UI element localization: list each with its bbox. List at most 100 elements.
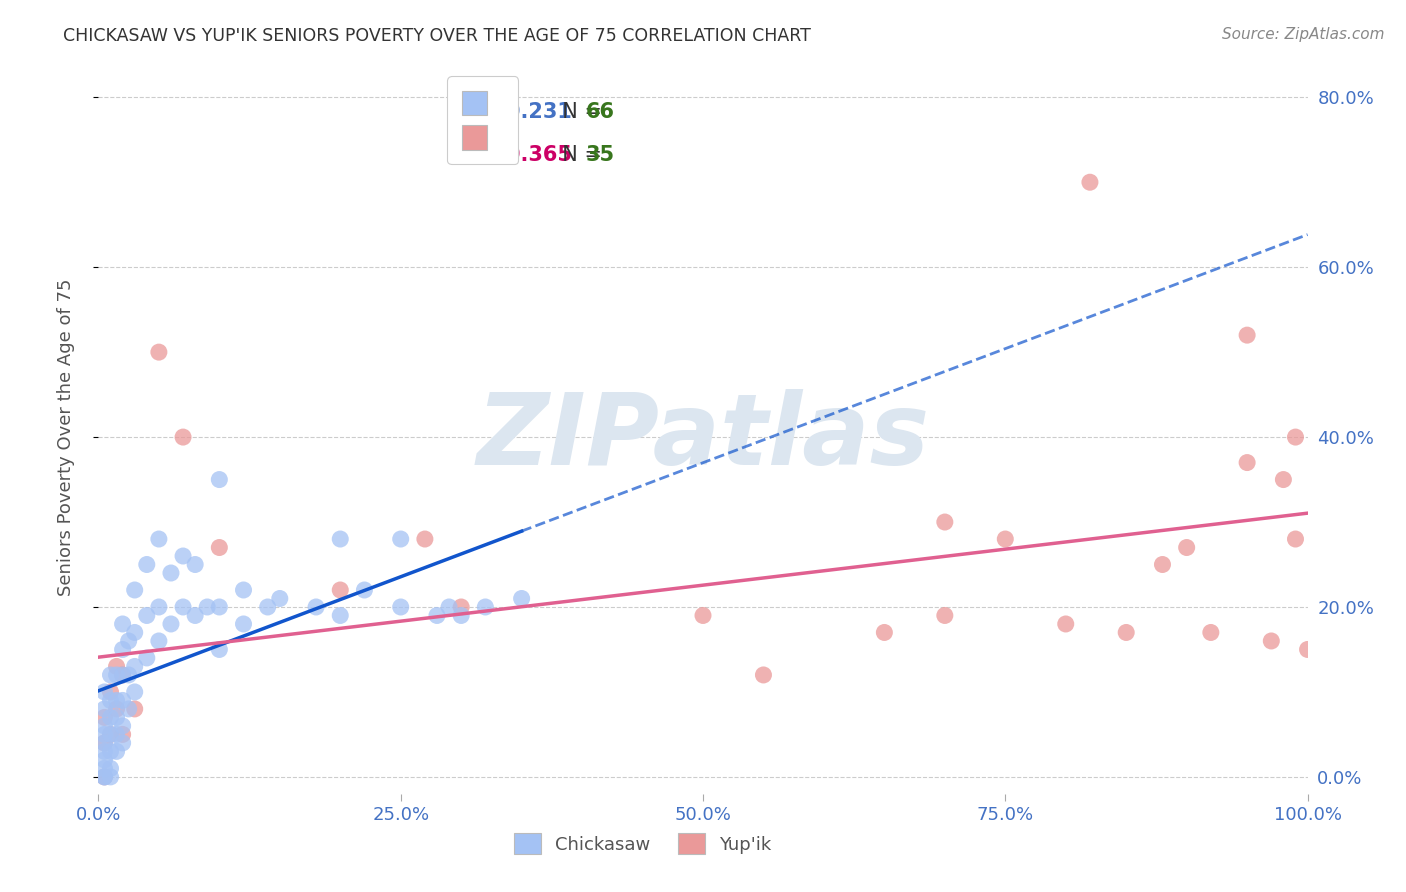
Point [1115, 625, 1137, 640]
Point [105, 693, 128, 707]
Point [208, 642, 231, 657]
Point [93, 770, 115, 784]
Point [105, 710, 128, 724]
Point [172, 549, 194, 563]
Point [934, 515, 956, 529]
Point [118, 634, 141, 648]
Point [124, 659, 146, 673]
Point [93, 702, 115, 716]
Point [100, 727, 122, 741]
Point [118, 702, 141, 716]
Point [100, 685, 122, 699]
Point [93, 770, 115, 784]
Point [195, 599, 218, 614]
Point [93, 719, 115, 733]
Point [208, 541, 231, 555]
Point [111, 727, 134, 741]
Point [93, 736, 115, 750]
Point [1296, 642, 1319, 657]
Point [305, 599, 328, 614]
Point [232, 582, 254, 597]
Point [135, 608, 157, 623]
Point [118, 668, 141, 682]
Point [93, 770, 115, 784]
Point [100, 761, 122, 775]
Point [111, 642, 134, 657]
Point [148, 599, 170, 614]
Point [1236, 456, 1258, 470]
Text: ZIPatlas: ZIPatlas [477, 389, 929, 485]
Text: R =: R = [467, 145, 512, 165]
Point [208, 599, 231, 614]
Point [93, 753, 115, 767]
Point [474, 599, 496, 614]
Point [208, 473, 231, 487]
Y-axis label: Seniors Poverty Over the Age of 75: Seniors Poverty Over the Age of 75 [56, 278, 75, 596]
Point [1152, 558, 1174, 572]
Point [100, 744, 122, 758]
Point [510, 591, 533, 606]
Point [105, 659, 128, 673]
Point [994, 532, 1017, 546]
Text: 0.365: 0.365 [506, 145, 572, 165]
Point [1284, 430, 1306, 444]
Point [135, 558, 157, 572]
Point [105, 668, 128, 682]
Point [413, 532, 436, 546]
Point [269, 591, 291, 606]
Point [437, 599, 460, 614]
Point [124, 685, 146, 699]
Point [105, 727, 128, 741]
Point [160, 617, 183, 632]
Point [1078, 175, 1101, 189]
Point [1054, 617, 1077, 632]
Point [111, 693, 134, 707]
Point [934, 608, 956, 623]
Point [124, 702, 146, 716]
Point [1236, 328, 1258, 343]
Point [329, 582, 352, 597]
Text: N =: N = [550, 145, 609, 165]
Text: CHICKASAW VS YUP'IK SENIORS POVERTY OVER THE AGE OF 75 CORRELATION CHART: CHICKASAW VS YUP'IK SENIORS POVERTY OVER… [63, 27, 811, 45]
Point [93, 736, 115, 750]
Point [232, 617, 254, 632]
Text: N =: N = [550, 103, 609, 122]
Point [329, 608, 352, 623]
Point [752, 668, 775, 682]
Point [100, 770, 122, 784]
Point [873, 625, 896, 640]
Point [1272, 473, 1295, 487]
Point [111, 668, 134, 682]
Legend: Chickasaw, Yup'ik: Chickasaw, Yup'ik [505, 824, 780, 863]
Point [124, 582, 146, 597]
Point [148, 345, 170, 359]
Point [1199, 625, 1222, 640]
Point [1175, 541, 1198, 555]
Point [389, 532, 412, 546]
Point [329, 532, 352, 546]
Point [111, 668, 134, 682]
Point [135, 651, 157, 665]
Point [148, 532, 170, 546]
Point [100, 668, 122, 682]
Point [100, 693, 122, 707]
Text: R =: R = [467, 103, 512, 122]
Point [1284, 532, 1306, 546]
Point [450, 599, 472, 614]
Point [93, 761, 115, 775]
Point [160, 566, 183, 580]
Text: 35: 35 [586, 145, 614, 165]
Point [389, 599, 412, 614]
Point [100, 727, 122, 741]
Text: Source: ZipAtlas.com: Source: ZipAtlas.com [1222, 27, 1385, 42]
Text: 66: 66 [586, 103, 614, 122]
Text: 0.231: 0.231 [506, 103, 572, 122]
Point [105, 702, 128, 716]
Point [93, 685, 115, 699]
Point [93, 710, 115, 724]
Point [426, 608, 449, 623]
Point [100, 710, 122, 724]
Point [111, 719, 134, 733]
Point [450, 608, 472, 623]
Point [172, 599, 194, 614]
